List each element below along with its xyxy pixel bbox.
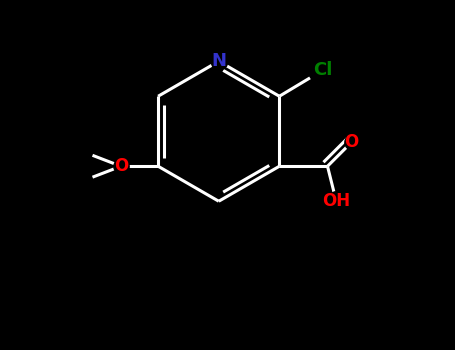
Text: N: N [211,52,226,70]
Text: Cl: Cl [313,61,333,79]
Text: OH: OH [322,192,350,210]
Text: O: O [114,157,128,175]
Text: O: O [344,133,359,151]
